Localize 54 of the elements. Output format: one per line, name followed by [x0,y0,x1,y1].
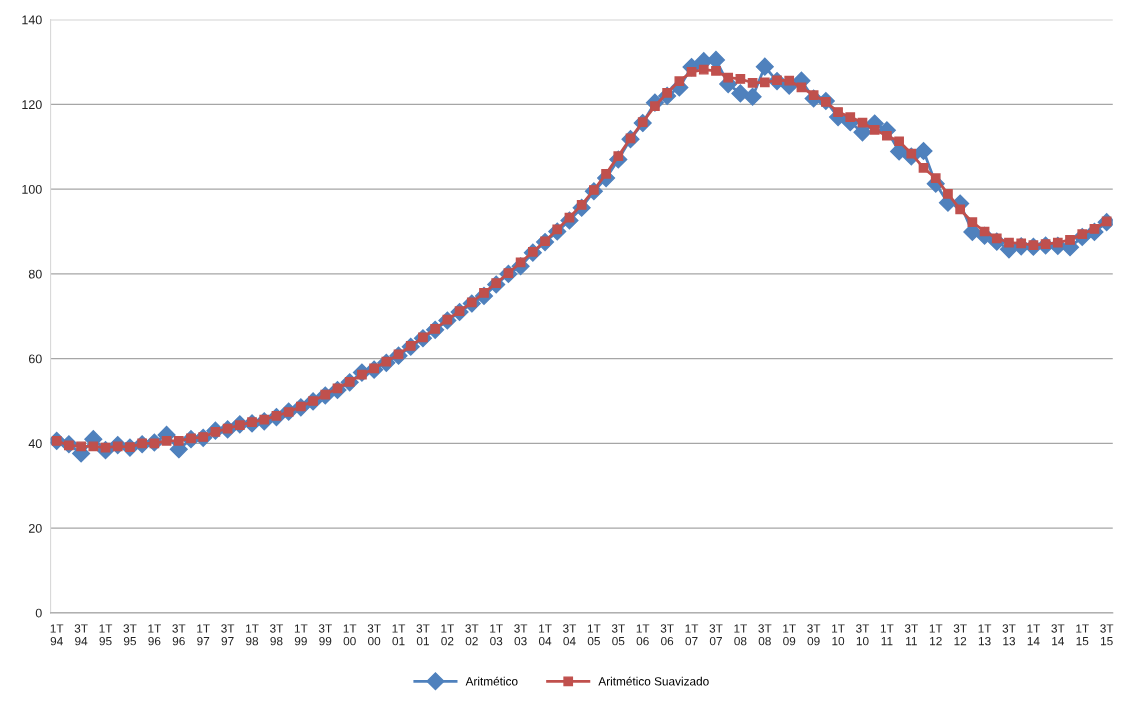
x-tick-label: 3T 10 [856,624,870,646]
x-tick-label: 1T 01 [392,624,406,646]
x-tick-label: 3T 09 [807,624,821,646]
x-tick-label: 3T 15 [1100,624,1114,646]
x-tick-label: 3T 14 [1051,624,1065,646]
x-tick-label: 1T 04 [538,624,552,646]
x-tick-label: 1T 13 [978,624,992,646]
y-tick-label: 140 [22,15,42,25]
x-tick-label: 1T 00 [343,624,357,646]
x-tick-label: 3T 13 [1002,624,1016,646]
x-tick-label: 1T 06 [636,624,650,646]
x-tick-label: 3T 06 [660,624,674,646]
x-tick-label: 3T 95 [123,624,137,646]
x-tick-label: 3T 98 [270,624,284,646]
x-tick-label: 3T 04 [563,624,577,646]
x-tick-label: 3T 03 [514,624,528,646]
x-tick-label: 3T 08 [758,624,772,646]
legend-label: Aritmético [465,676,518,686]
x-tick-label: 1T 10 [832,624,845,646]
x-tick-label: 1T 03 [490,624,503,646]
x-tick-label: 1T 11 [880,624,894,646]
y-tick-label: 20 [28,523,42,533]
x-tick-label: 3T 11 [904,624,918,646]
x-tick-label: 1T 07 [685,624,699,646]
x-tick-label: 1T 08 [734,624,748,646]
x-tick-label: 1T 96 [148,624,161,646]
x-tick-label: 1T 94 [50,624,64,646]
y-tick-label: 40 [28,439,42,449]
y-tick-label: 120 [22,100,42,110]
x-tick-label: 3T 94 [74,624,88,646]
y-tick-label: 60 [28,354,42,364]
x-tick-label: 1T 97 [197,624,210,646]
y-tick-label: 0 [35,608,42,618]
x-tick-label: 3T 05 [611,624,625,646]
x-tick-label: 3T 12 [953,624,967,646]
x-tick-label: 1T 95 [99,624,113,646]
legend-label: Aritmético Suavizado [598,676,709,686]
x-tick-label: 1T 14 [1027,624,1041,646]
x-tick-label: 1T 05 [587,624,601,646]
x-tick-label: 3T 99 [318,624,332,646]
y-tick-label: 80 [28,269,42,279]
x-tick-label: 1T 99 [294,624,308,646]
x-tick-label: 3T 97 [221,624,235,646]
y-tick-label: 100 [22,184,42,194]
x-tick-label: 1T 98 [246,624,259,646]
x-tick-label: 3T 00 [367,624,381,646]
x-tick-label: 1T 02 [441,624,454,646]
x-tick-label: 1T 12 [929,624,943,646]
x-tick-label: 3T 07 [709,624,723,646]
x-tick-label: 3T 01 [416,624,430,646]
x-tick-label: 3T 02 [465,624,479,646]
x-tick-label: 3T 96 [172,624,186,646]
x-tick-label: 1T 09 [783,624,796,646]
x-tick-label: 1T 15 [1076,624,1089,646]
